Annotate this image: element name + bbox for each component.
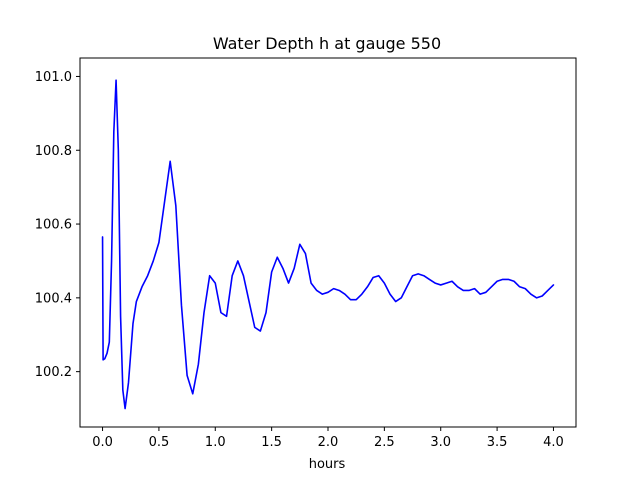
series-line-0 — [101, 79, 555, 410]
plot-area — [101, 79, 555, 410]
x-tick-label: 4.0 — [543, 435, 564, 450]
x-tick-label: 0.5 — [149, 435, 170, 450]
x-tick-label: 2.5 — [374, 435, 395, 450]
y-tick-label: 100.2 — [35, 365, 72, 380]
x-tick-label: 0.0 — [92, 435, 113, 450]
x-tick-label: 1.0 — [205, 435, 226, 450]
y-tick-label: 100.6 — [35, 218, 72, 233]
axes: 0.0 0.5 1.0 1.5 2.0 2.5 3.0 3.5 4.0 100.2 100.4 100… — [35, 57, 577, 450]
x-tick-label: 3.5 — [487, 435, 508, 450]
x-tick-label: 1.5 — [261, 435, 282, 450]
y-tick-label: 100.8 — [35, 144, 72, 159]
y-tick-label: 101.0 — [35, 70, 72, 85]
x-axis-label: hours — [309, 457, 346, 472]
x-tick-label: 3.0 — [430, 435, 451, 450]
x-tick-label: 2.0 — [318, 435, 339, 450]
y-tick-label: 100.4 — [35, 291, 72, 306]
chart-title: Water Depth h at gauge 550 — [213, 34, 441, 53]
